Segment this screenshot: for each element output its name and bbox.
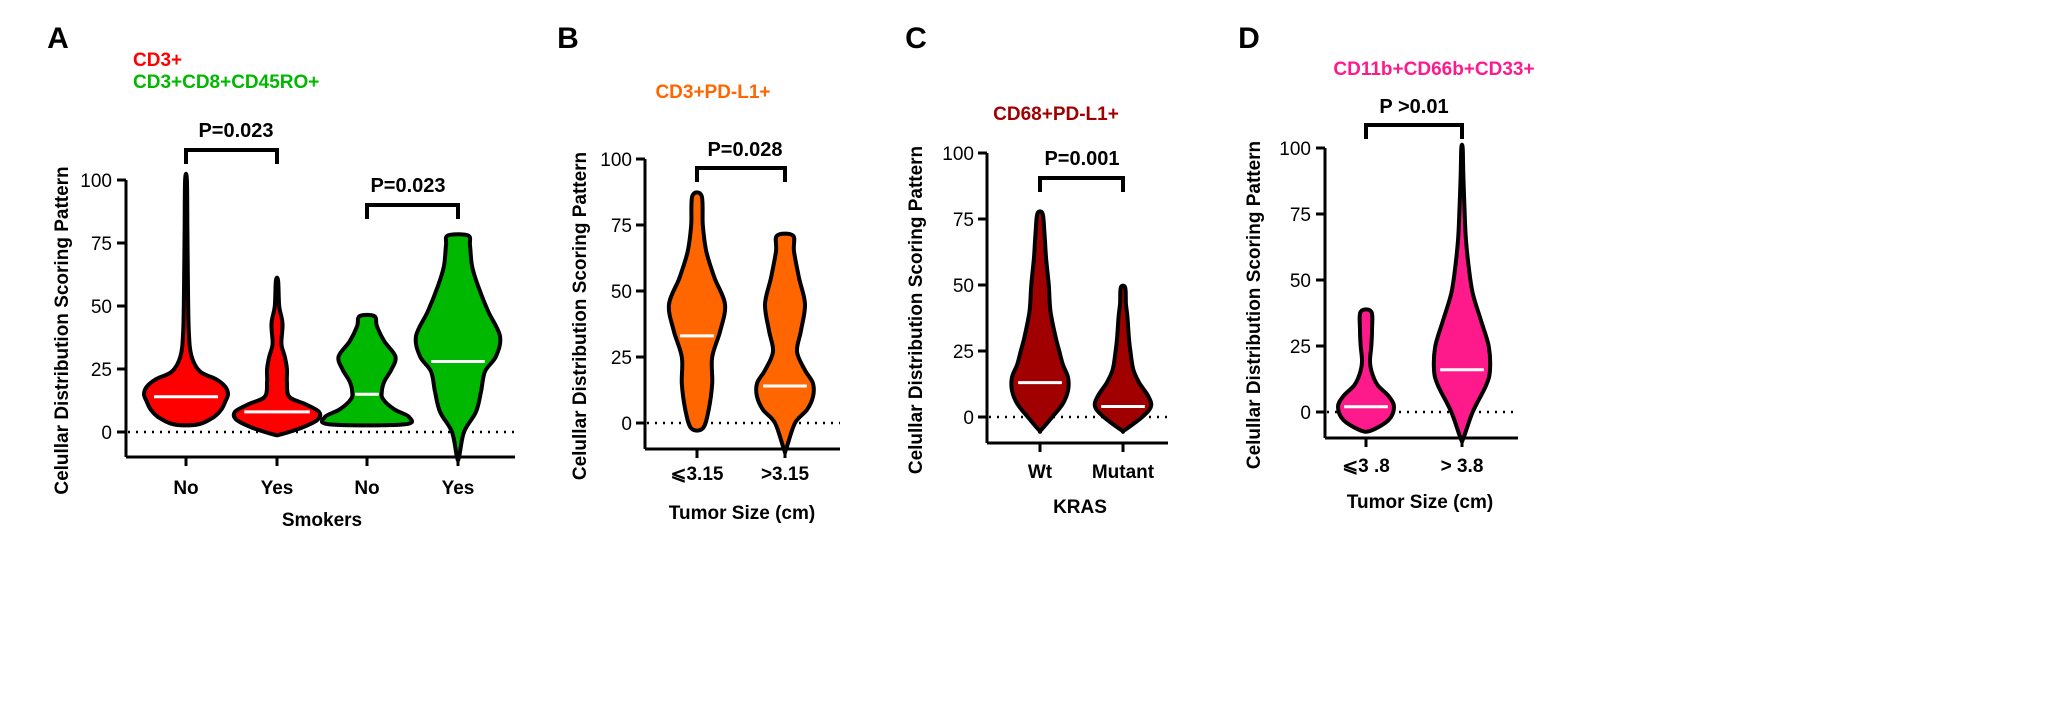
y-tick-label: 100 [600,150,632,171]
y-tick-label: 75 [91,234,112,255]
legend-entry: CD3+CD8+CD45RO+ [133,72,319,93]
violin [319,312,415,428]
y-tick-label: 0 [1300,403,1311,424]
violin [666,190,728,433]
p-value-label: P=0.001 [1044,148,1119,170]
p-value-label: P=0.023 [370,175,445,197]
x-tick-label: No [173,478,198,499]
x-axis-label: KRAS [1053,497,1107,518]
y-tick-label: 25 [953,342,974,363]
panel-label: B [557,22,579,55]
significance-bracket [1038,176,1125,192]
significance-bracket [365,203,460,219]
y-tick-label: 50 [611,282,632,303]
x-axis-label: Smokers [282,510,362,531]
y-tick-label: 25 [611,348,632,369]
x-axis-label: Tumor Size (cm) [669,503,815,524]
legend-entry: CD68+PD-L1+ [993,104,1119,125]
y-tick-label: 50 [91,297,112,318]
significance-bracket [695,166,787,182]
violin [1431,142,1493,444]
y-tick-label: 50 [1290,271,1311,292]
panel-label: D [1238,22,1260,55]
panel-c: C CD68+PD-L1+ 0 25 50 75 100 Celullar Distribut… [905,22,1168,518]
x-tick-label: Wt [1028,462,1053,483]
violin [1336,307,1396,434]
y-tick-label: 0 [963,408,974,429]
p-value-label: P=0.023 [198,120,273,142]
significance-bracket [184,148,279,164]
y-axis-label: Celullar Distribution Scoring Pattern [1244,141,1265,469]
x-tick-label: >3.15 [761,464,810,485]
p-value-label: P=0.028 [707,139,782,161]
y-tick-label: 100 [1279,139,1311,160]
legend-entry: CD3+PD-L1+ [655,82,770,103]
x-tick-label: > 3.8 [1441,456,1484,477]
x-axis-label: Tumor Size (cm) [1347,492,1493,513]
y-tick-label: 100 [942,144,974,165]
violin [231,275,323,438]
panel-label: A [47,22,69,55]
significance-bracket [1364,123,1464,139]
y-tick-label: 100 [80,171,112,192]
panel-d: D CD11b+CD66b+CD33+ 0 25 50 75 100 Celullar Dis… [1238,22,1534,513]
x-tick-label: Mutant [1092,462,1155,483]
y-tick-label: 50 [953,276,974,297]
y-tick-label: 75 [1290,205,1311,226]
y-axis-label: Celullar Distribution Scoring Pattern [570,152,591,480]
violin [142,171,230,428]
panel-b: B CD3+PD-L1+ 0 25 50 75 100 Celullar Distributi… [557,22,840,524]
panel-a: A CD3+CD3+CD8+CD45RO+ 0 25 50 75 100 Celullar D… [47,22,515,531]
x-tick-label: ⩽3.15 [671,464,724,485]
y-tick-label: 0 [621,414,632,435]
violin [1009,209,1071,434]
violin [413,232,503,463]
legend-entry: CD3+ [133,50,182,71]
x-tick-label: No [354,478,379,499]
violin [1092,283,1154,434]
p-value-label: P >0.01 [1379,96,1448,118]
y-tick-label: 0 [101,423,112,444]
y-tick-label: 75 [953,210,974,231]
y-axis-label: Celullar Distribution Scoring Pattern [52,166,73,494]
y-tick-label: 25 [91,360,112,381]
legend-entry: CD11b+CD66b+CD33+ [1333,59,1534,80]
y-tick-label: 75 [611,216,632,237]
x-tick-label: Yes [442,478,475,499]
x-tick-label: ⩽3 .8 [1342,456,1390,477]
violin [754,231,816,455]
panel-label: C [905,22,927,55]
y-tick-label: 25 [1290,337,1311,358]
x-tick-label: Yes [261,478,294,499]
y-axis-label: Celullar Distribution Scoring Pattern [906,146,927,474]
